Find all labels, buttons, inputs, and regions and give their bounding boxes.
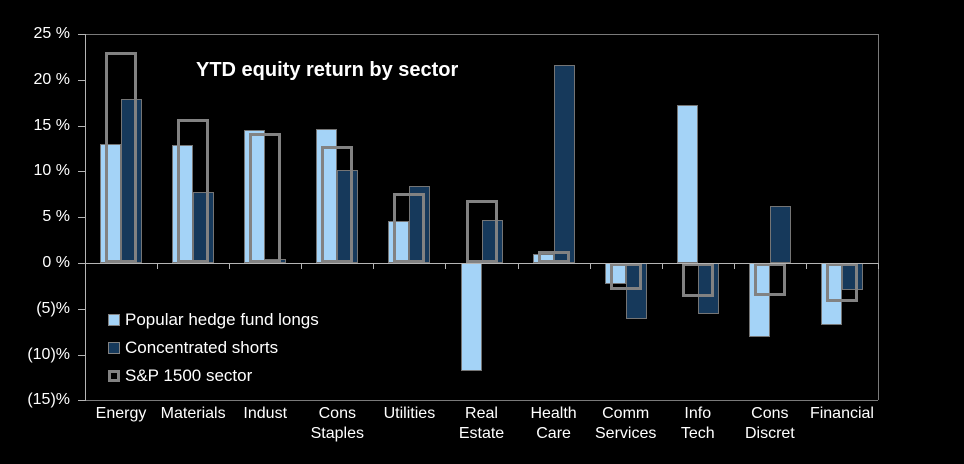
x-axis-tick: [805, 263, 807, 269]
bar-longs-5: [460, 263, 482, 372]
x-axis-label: Cons Discret: [744, 405, 795, 443]
y-axis-label: 10 %: [33, 162, 70, 180]
legend-label-longs: Popular hedge fund longs: [125, 310, 319, 329]
plot-border-bottom: [85, 400, 878, 402]
y-axis-label: 25 %: [33, 25, 70, 42]
x-axis-tick: [85, 263, 86, 269]
y-axis-tick: [78, 34, 85, 35]
x-axis-tick: [229, 263, 231, 269]
legend: Popular hedge fund longs Concentrated sh…: [108, 306, 319, 390]
x-axis-label: Cons Staples: [310, 405, 364, 443]
x-axis-label: Comm Services: [594, 405, 657, 443]
plot-border-right: [878, 34, 879, 401]
y-axis-label: (10)%: [27, 345, 70, 363]
bar-sp1500-3: [321, 145, 354, 263]
x-axis-tick: [589, 263, 591, 269]
x-axis-label: Real Estate: [458, 405, 505, 443]
y-axis-line: [85, 34, 86, 402]
x-axis-tick: [878, 263, 879, 269]
y-axis-tick: [78, 217, 85, 219]
legend-swatch-longs-icon: [108, 314, 120, 326]
legend-label-sp1500: S&P 1500 sector: [125, 366, 253, 385]
bar-sp1500-1: [177, 119, 210, 263]
bar-sp1500-2: [249, 132, 282, 263]
x-axis-label: Materials: [160, 405, 226, 423]
x-axis-label: Info Tech: [680, 405, 715, 443]
bar-sp1500-6: [537, 251, 570, 263]
bar-sp1500-9: [753, 263, 786, 296]
x-axis-tick: [157, 263, 159, 269]
legend-item-longs: Popular hedge fund longs: [108, 306, 319, 334]
y-axis-label: 0 %: [42, 254, 70, 271]
x-axis-label: Financial: [809, 405, 874, 423]
legend-swatch-sp1500-icon: [108, 370, 120, 382]
y-axis-label: (5)%: [36, 299, 70, 317]
bar-sp1500-4: [393, 193, 426, 263]
x-axis-tick: [373, 263, 375, 269]
y-axis-tick: [78, 125, 85, 127]
y-axis-label: 20 %: [33, 70, 70, 88]
y-axis-tick: [78, 308, 85, 310]
x-axis-label: Health Care: [530, 405, 577, 443]
y-axis-tick: [78, 400, 85, 402]
bar-shorts-9: [769, 206, 791, 263]
bar-sp1500-0: [105, 52, 138, 263]
y-axis-label: 15 %: [33, 116, 70, 134]
legend-label-shorts: Concentrated shorts: [125, 338, 279, 357]
chart-title: YTD equity return by sector: [196, 59, 459, 81]
bar-shorts-6: [553, 65, 575, 263]
x-axis-label: Energy: [95, 405, 147, 423]
bar-sp1500-10: [825, 263, 858, 303]
x-axis-tick: [661, 263, 663, 269]
bar-longs-8: [676, 105, 698, 263]
bar-sp1500-8: [681, 263, 714, 297]
legend-swatch-shorts-icon: [108, 342, 120, 354]
y-axis-tick: [78, 354, 85, 356]
x-axis-tick: [301, 263, 303, 269]
y-axis-tick: [78, 171, 85, 173]
x-axis-zero-line: [85, 263, 878, 264]
y-axis-label: 5 %: [42, 208, 70, 226]
y-axis-tick: [78, 79, 85, 81]
x-axis-tick: [517, 263, 519, 269]
x-axis-label: Indust: [243, 405, 288, 423]
x-axis-label: Utilities: [383, 405, 436, 423]
legend-item-sp1500: S&P 1500 sector: [108, 362, 319, 390]
bar-sp1500-7: [609, 263, 642, 290]
plot-border-top: [85, 34, 878, 35]
bar-sp1500-5: [465, 199, 498, 263]
x-axis-tick: [733, 263, 735, 269]
y-axis-tick: [78, 263, 85, 264]
y-axis-label: (15)%: [27, 391, 70, 409]
x-axis-tick: [445, 263, 447, 269]
legend-item-shorts: Concentrated shorts: [108, 334, 319, 362]
